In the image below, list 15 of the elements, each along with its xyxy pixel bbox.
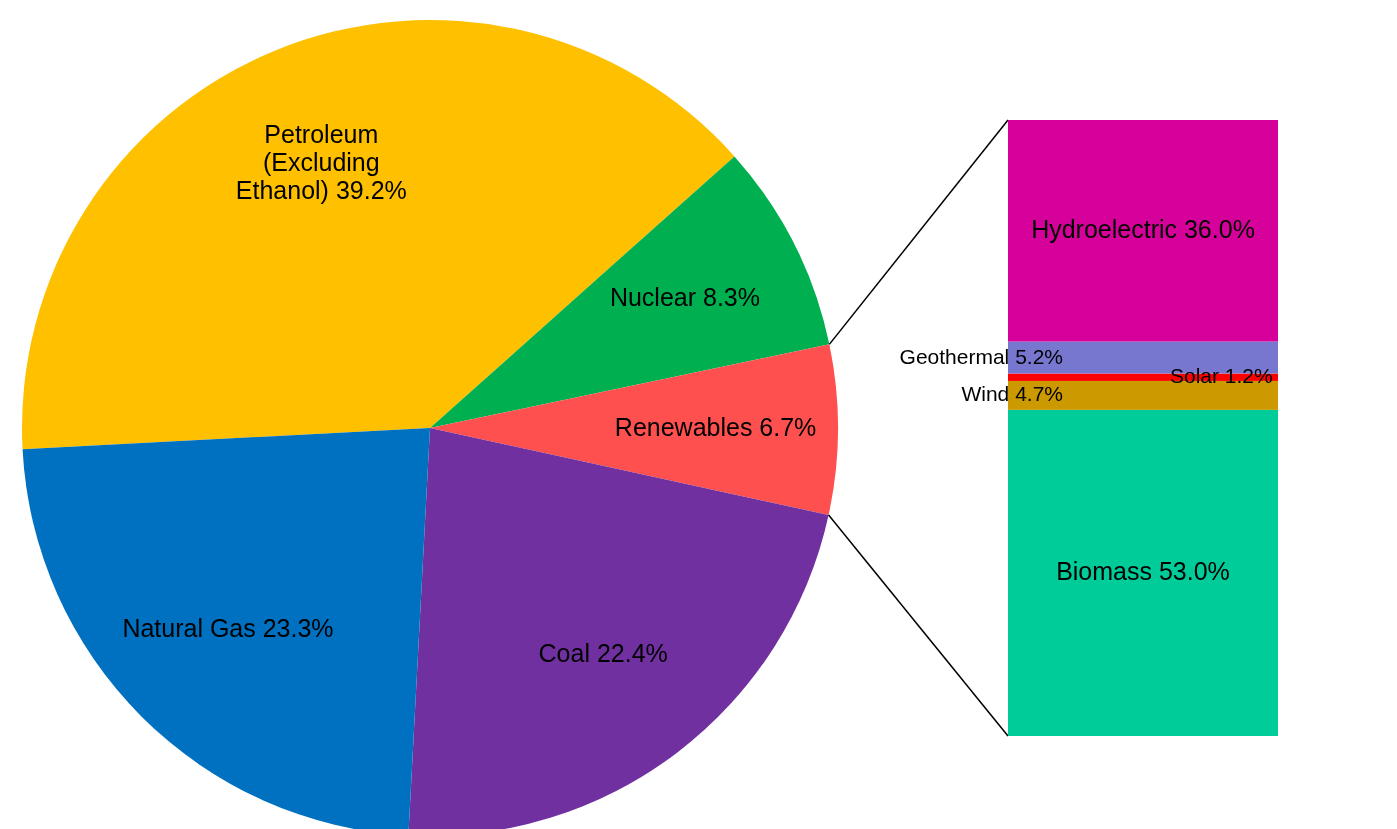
slice-label: Natural Gas 23.3% — [122, 613, 334, 642]
data-label: 53.0% — [1158, 556, 1230, 585]
bar — [1008, 409, 1278, 736]
series-label: Geothermal — [899, 344, 1016, 368]
series-label: Biomass — [1056, 556, 1159, 585]
slice-label: Petroleum (Excluding Ethanol) 39.2% — [235, 119, 407, 204]
series-label: Hydroelectric — [1031, 214, 1184, 243]
bar — [1008, 120, 1278, 342]
slice-label: Renewables 6.7% — [614, 412, 817, 441]
slice-label: Nuclear 8.3% — [609, 282, 760, 311]
data-label: 36.0% — [1183, 214, 1255, 243]
series-label: Wind — [961, 381, 1016, 405]
data-label: 5.2% — [1015, 344, 1063, 368]
data-label: 4.7% — [1015, 381, 1063, 405]
slice-label: Coal 22.4% — [538, 638, 668, 667]
